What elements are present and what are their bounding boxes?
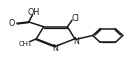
Text: CH₃: CH₃ bbox=[19, 41, 32, 47]
Text: N: N bbox=[73, 37, 79, 46]
Text: Cl: Cl bbox=[72, 14, 79, 23]
Text: N: N bbox=[53, 44, 58, 53]
Text: OH: OH bbox=[27, 8, 40, 17]
Text: O: O bbox=[9, 19, 15, 27]
